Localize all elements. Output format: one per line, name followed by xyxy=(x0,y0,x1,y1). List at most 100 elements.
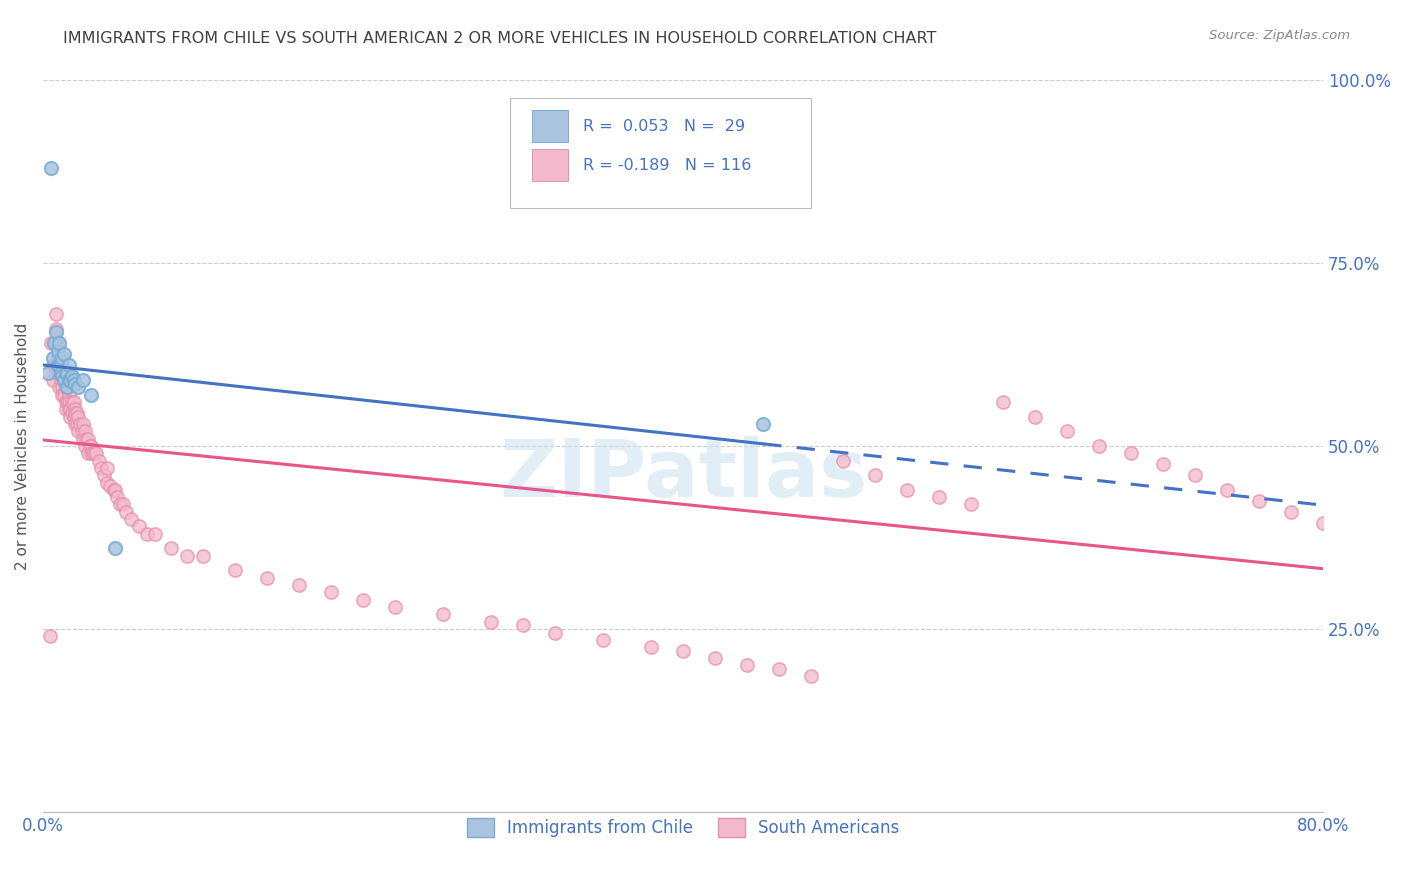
Point xyxy=(46,366,69,380)
Point xyxy=(90,461,112,475)
Point xyxy=(51,380,73,394)
Point xyxy=(352,592,374,607)
Point xyxy=(288,578,311,592)
Point xyxy=(79,439,101,453)
Point xyxy=(55,395,77,409)
Point xyxy=(84,446,107,460)
Point xyxy=(72,373,94,387)
Point xyxy=(544,625,567,640)
Point xyxy=(53,373,76,387)
Point xyxy=(512,618,534,632)
Point xyxy=(432,607,454,622)
Point xyxy=(136,526,159,541)
Point xyxy=(832,453,855,467)
Point xyxy=(863,468,886,483)
Point xyxy=(224,563,246,577)
Point xyxy=(59,409,82,424)
Point xyxy=(896,483,918,497)
Point xyxy=(77,446,100,460)
Point xyxy=(58,402,80,417)
Point xyxy=(82,446,104,460)
Point xyxy=(56,380,79,394)
Point xyxy=(49,359,72,373)
Point xyxy=(56,366,79,380)
Point xyxy=(321,585,343,599)
Point xyxy=(73,439,96,453)
Point xyxy=(640,640,662,655)
Point xyxy=(70,425,93,439)
Point xyxy=(55,402,77,417)
Point xyxy=(1088,439,1111,453)
Bar xyxy=(531,110,568,142)
Point xyxy=(1279,505,1302,519)
Point xyxy=(60,406,83,420)
Point xyxy=(48,359,70,373)
Point xyxy=(48,336,70,351)
Point xyxy=(51,366,73,380)
Point xyxy=(48,366,70,380)
Point xyxy=(672,644,695,658)
Point xyxy=(592,632,614,647)
Point xyxy=(80,439,103,453)
Point xyxy=(193,549,215,563)
Point xyxy=(62,373,84,387)
Point xyxy=(160,541,183,556)
Point xyxy=(80,446,103,460)
Point xyxy=(39,336,62,351)
Point xyxy=(38,629,60,643)
Point xyxy=(49,373,72,387)
Point xyxy=(59,402,82,417)
Point xyxy=(67,425,90,439)
Point xyxy=(44,336,66,351)
Point xyxy=(46,351,69,365)
Point xyxy=(704,651,727,665)
Point xyxy=(176,549,198,563)
Point xyxy=(49,366,72,380)
Text: ZIPatlas: ZIPatlas xyxy=(499,436,868,514)
Point xyxy=(143,526,166,541)
Point xyxy=(58,387,80,401)
Point xyxy=(1249,493,1271,508)
Point xyxy=(100,479,122,493)
Point xyxy=(1056,425,1078,439)
Point xyxy=(56,366,79,380)
Point xyxy=(960,498,983,512)
Point xyxy=(73,425,96,439)
Point xyxy=(58,395,80,409)
Point xyxy=(42,359,65,373)
Point xyxy=(384,599,406,614)
Point xyxy=(752,417,775,431)
Point xyxy=(83,446,105,460)
Point xyxy=(48,336,70,351)
Point xyxy=(58,373,80,387)
Point xyxy=(62,409,84,424)
Point xyxy=(77,432,100,446)
Point xyxy=(93,468,115,483)
Y-axis label: 2 or more Vehicles in Household: 2 or more Vehicles in Household xyxy=(15,322,30,570)
Point xyxy=(45,307,67,321)
Point xyxy=(46,359,69,373)
Point xyxy=(37,366,59,380)
Point xyxy=(51,351,73,365)
Point xyxy=(42,351,65,365)
Point xyxy=(44,359,66,373)
Point xyxy=(928,490,950,504)
Text: R = -0.189   N = 116: R = -0.189 N = 116 xyxy=(583,158,752,173)
Point xyxy=(44,336,66,351)
Point xyxy=(1216,483,1239,497)
Point xyxy=(80,387,103,401)
Point xyxy=(96,461,118,475)
Point xyxy=(55,366,77,380)
Point xyxy=(66,406,89,420)
Point xyxy=(66,417,89,431)
Point xyxy=(800,669,823,683)
Point xyxy=(991,395,1014,409)
Point xyxy=(45,322,67,336)
Point xyxy=(104,483,127,497)
Point xyxy=(69,417,91,431)
Text: R =  0.053   N =  29: R = 0.053 N = 29 xyxy=(583,119,745,134)
Text: Source: ZipAtlas.com: Source: ZipAtlas.com xyxy=(1209,29,1350,42)
Point xyxy=(112,498,135,512)
Point xyxy=(53,347,76,361)
Point xyxy=(58,359,80,373)
